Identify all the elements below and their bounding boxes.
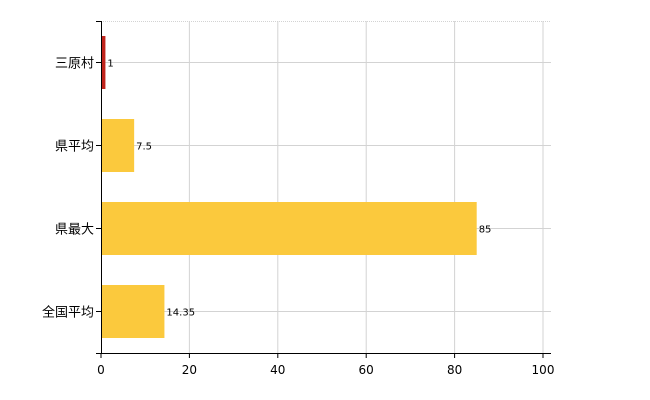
category-label-県平均: 県平均 <box>55 140 94 155</box>
bar-全国平均 <box>101 285 165 338</box>
data-label-県最大: 85 <box>479 225 492 236</box>
x-tick-label-40: 40 <box>270 363 285 377</box>
bar-三原村 <box>101 36 106 89</box>
category-label-全国平均: 全国平均 <box>42 305 94 321</box>
category-label-三原村: 三原村 <box>55 57 94 72</box>
grid-lines <box>101 21 551 353</box>
x-tick-label-100: 100 <box>532 363 555 377</box>
x-tick-label-80: 80 <box>447 363 462 377</box>
bar-県平均 <box>101 119 135 172</box>
bars <box>101 36 477 338</box>
x-tick-label-20: 20 <box>182 363 197 377</box>
x-tick-label-0: 0 <box>97 363 105 377</box>
data-label-三原村: 1 <box>107 59 113 70</box>
data-label-全国平均: 14.35 <box>166 308 195 319</box>
category-label-県最大: 県最大 <box>55 223 94 238</box>
x-tick-label-60: 60 <box>359 363 374 377</box>
data-label-県平均: 7.5 <box>136 142 152 153</box>
data-labels: 1 7.5 85 14.35 <box>107 59 491 319</box>
bar-県最大 <box>101 202 477 255</box>
